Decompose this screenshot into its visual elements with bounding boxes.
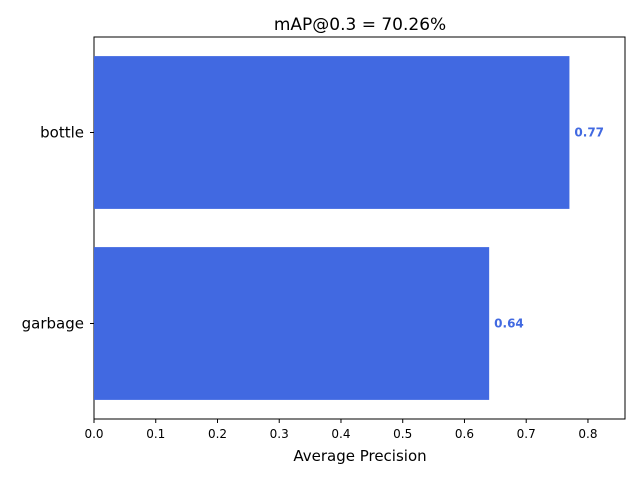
chart-title: mAP@0.3 = 70.26% bbox=[274, 15, 446, 35]
x-tick-label: 0.5 bbox=[393, 427, 412, 441]
plot-area-frame bbox=[93, 36, 626, 420]
bar-garbage bbox=[94, 247, 490, 400]
x-tick-label: 0.8 bbox=[578, 427, 597, 441]
x-tick-label: 0.2 bbox=[208, 427, 227, 441]
x-tick-label: 0.0 bbox=[84, 427, 103, 441]
x-tick-label: 0.1 bbox=[146, 427, 165, 441]
x-tick-label: 0.3 bbox=[270, 427, 289, 441]
y-tick-label-garbage: garbage bbox=[22, 315, 84, 333]
data-label-garbage: 0.64 bbox=[494, 317, 524, 331]
x-tick-label: 0.6 bbox=[455, 427, 474, 441]
x-tick-label: 0.4 bbox=[331, 427, 350, 441]
bar-bottle bbox=[94, 56, 570, 209]
y-tick-label-bottle: bottle bbox=[40, 124, 84, 142]
data-label-bottle: 0.77 bbox=[574, 126, 604, 140]
x-tick-label: 0.7 bbox=[517, 427, 536, 441]
x-axis-label: Average Precision bbox=[293, 447, 426, 465]
